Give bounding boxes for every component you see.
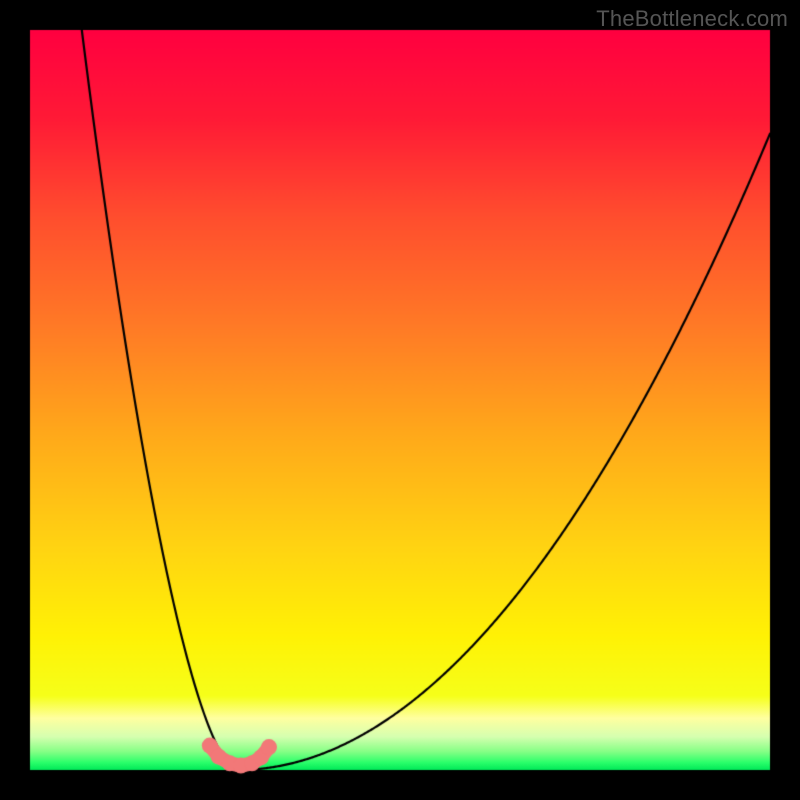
chart-container: TheBottleneck.com	[0, 0, 800, 800]
bottleneck-chart-canvas	[0, 0, 800, 800]
watermark-text: TheBottleneck.com	[596, 6, 788, 32]
